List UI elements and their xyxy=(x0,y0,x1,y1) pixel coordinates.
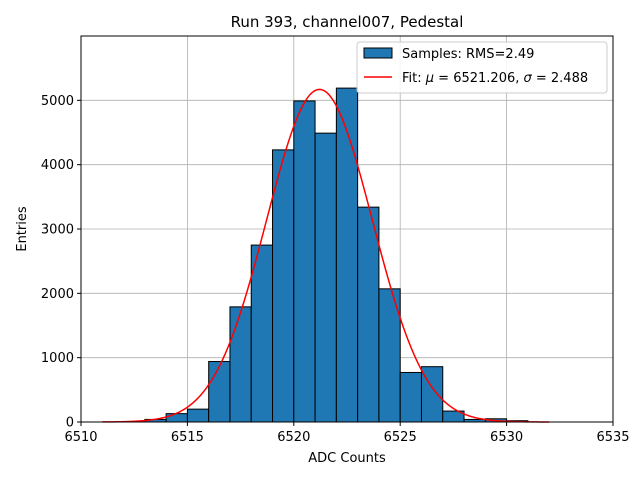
y-axis-label: Entries xyxy=(15,206,30,252)
y-tick-label: 2000 xyxy=(41,287,74,302)
histogram-bar xyxy=(165,413,188,423)
legend-fit-mu-value: = 6521.206, xyxy=(434,71,523,86)
histogram-bar xyxy=(399,371,422,423)
legend-swatch-histogram xyxy=(363,47,393,59)
fit-curve xyxy=(102,88,550,423)
y-tick-label: 1000 xyxy=(41,351,74,366)
y-tick-label: 4000 xyxy=(41,158,74,173)
legend-fit-mu-symbol: μ xyxy=(425,71,434,86)
histogram-bar xyxy=(357,206,380,423)
x-tick-label: 6525 xyxy=(384,430,417,445)
histogram-bar xyxy=(186,408,210,423)
histogram-bar xyxy=(293,100,316,423)
legend-fit-sigma-symbol: σ xyxy=(524,71,533,86)
legend-label-histogram: Samples: RMS=2.49 xyxy=(402,47,534,62)
chart-title: Run 393, channel007, Pedestal xyxy=(231,13,464,31)
x-axis-label: ADC Counts xyxy=(308,451,386,466)
x-tick-label: 6535 xyxy=(596,430,629,445)
legend-box xyxy=(356,41,608,94)
x-tick-label: 6530 xyxy=(490,430,523,445)
legend-fit-prefix: Fit: xyxy=(402,71,426,86)
x-tick-label: 6515 xyxy=(171,430,204,445)
y-tick-label: 3000 xyxy=(41,223,74,238)
histogram-bar xyxy=(229,306,252,423)
histogram-bar xyxy=(272,149,295,423)
histogram-bar xyxy=(314,132,337,423)
x-tick-label: 6510 xyxy=(64,430,97,445)
legend-label-fit: Fit: μ = 6521.206, σ = 2.488 xyxy=(402,71,588,86)
y-axis-ticks: 0 1000 2000 3000 4000 5000 xyxy=(41,94,81,431)
x-tick-label: 6520 xyxy=(277,430,310,445)
y-tick-label: 0 xyxy=(66,416,74,431)
x-axis-ticks: 6510 6515 6520 6525 6530 6535 xyxy=(64,422,630,445)
histogram-bar xyxy=(335,87,359,423)
y-tick-label: 5000 xyxy=(41,94,74,109)
histogram-bar xyxy=(208,361,231,423)
histogram-bars xyxy=(144,87,529,423)
legend-fit-sigma-value: = 2.488 xyxy=(532,71,588,86)
histogram-bar xyxy=(250,244,274,423)
legend: Samples: RMS=2.49 Fit: μ = 6521.206, σ =… xyxy=(356,41,608,94)
